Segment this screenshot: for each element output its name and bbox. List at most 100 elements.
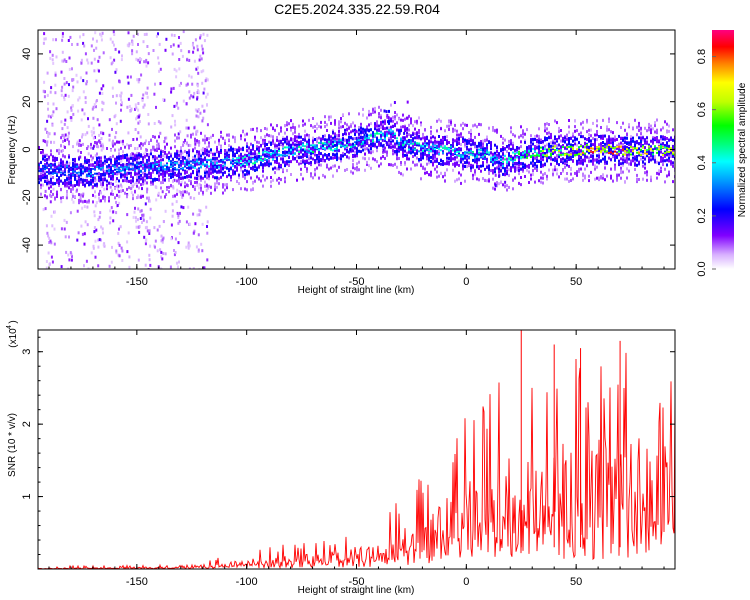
noise-cell <box>54 73 57 77</box>
band-cell <box>162 168 164 172</box>
halo-cell <box>310 124 312 128</box>
ridge-cell <box>336 148 338 151</box>
band-cell <box>346 150 348 154</box>
ridge-cell <box>252 158 254 161</box>
ridge-cell <box>216 162 218 165</box>
band-cell <box>478 144 480 148</box>
band-cell <box>442 136 444 139</box>
band-cell <box>564 140 566 144</box>
band-cell <box>568 142 570 146</box>
halo-cell <box>250 142 252 146</box>
noise-cell <box>49 90 52 94</box>
halo-cell <box>270 123 272 127</box>
band-cell <box>530 144 532 148</box>
band-cell <box>400 147 402 151</box>
band-cell <box>476 157 478 161</box>
noise-cell <box>172 43 175 47</box>
noise-cell <box>200 70 203 74</box>
halo-cell <box>66 190 68 194</box>
band-cell <box>216 176 218 180</box>
halo-cell <box>260 136 262 140</box>
ridge-cell <box>42 167 44 170</box>
noise-cell <box>176 101 178 105</box>
band-cell <box>78 180 80 184</box>
ridge-cell <box>416 142 418 145</box>
band-cell <box>72 162 74 166</box>
halo-cell <box>154 155 156 159</box>
halo-cell <box>342 113 344 117</box>
halo-cell <box>164 136 166 140</box>
noise-cell <box>70 252 73 256</box>
noise-cell <box>81 200 84 204</box>
noise-cell <box>127 31 130 35</box>
ridge-cell <box>492 156 494 159</box>
ridge-cell <box>98 166 100 168</box>
ridge-cell <box>212 161 214 164</box>
band-cell <box>576 159 578 163</box>
band-cell <box>502 148 504 151</box>
band-cell <box>256 168 258 172</box>
ridge-cell <box>152 164 154 167</box>
halo-cell <box>190 180 192 184</box>
halo-cell <box>578 167 580 171</box>
ridge-cell <box>170 165 172 168</box>
noise-cell <box>90 158 93 162</box>
band-cell <box>90 178 92 182</box>
noise-cell <box>113 58 116 62</box>
noise-cell <box>177 265 179 269</box>
band-cell <box>360 130 362 134</box>
halo-cell <box>104 169 106 173</box>
band-cell <box>54 156 56 160</box>
band-cell <box>532 155 534 159</box>
band-cell <box>508 146 510 150</box>
halo-cell <box>96 141 98 145</box>
ridge-cell <box>450 146 452 149</box>
ridge-cell <box>506 161 508 164</box>
band-cell <box>582 145 584 149</box>
band-cell <box>326 138 328 142</box>
halo-cell <box>228 138 230 142</box>
band-cell <box>206 165 208 169</box>
noise-cell <box>126 105 129 109</box>
band-cell <box>270 141 272 145</box>
band-cell <box>196 171 198 175</box>
band-cell <box>160 150 162 154</box>
band-cell <box>286 142 288 146</box>
ridge-cell <box>66 165 68 168</box>
halo-cell <box>518 166 520 170</box>
ridge-cell <box>56 172 58 175</box>
halo-cell <box>414 132 416 136</box>
halo-cell <box>280 126 282 130</box>
noise-cell <box>85 259 88 263</box>
band-cell <box>74 184 76 188</box>
halo-cell <box>534 166 536 170</box>
halo-cell <box>114 148 116 152</box>
band-cell <box>510 166 512 170</box>
ridge-cell <box>324 142 326 145</box>
band-cell <box>484 156 486 159</box>
noise-cell <box>84 52 87 56</box>
noise-cell <box>115 179 118 183</box>
band-cell <box>182 176 184 180</box>
band-cell <box>572 139 574 143</box>
halo-cell <box>492 177 494 181</box>
halo-cell <box>186 183 188 187</box>
halo-cell <box>492 128 494 132</box>
noise-cell <box>108 138 111 142</box>
band-cell <box>404 153 406 157</box>
band-cell <box>246 149 248 153</box>
band-cell <box>44 158 46 162</box>
halo-cell <box>306 169 308 173</box>
halo-cell <box>562 168 564 171</box>
band-cell <box>196 177 198 180</box>
noise-cell <box>126 240 129 244</box>
halo-cell <box>556 157 558 161</box>
ridge-cell <box>306 143 308 146</box>
band-cell <box>412 133 414 137</box>
noise-cell <box>95 228 98 232</box>
halo-cell <box>354 137 356 141</box>
band-cell <box>326 140 328 144</box>
halo-cell <box>118 152 120 156</box>
band-cell <box>536 160 538 163</box>
band-cell <box>510 142 512 146</box>
